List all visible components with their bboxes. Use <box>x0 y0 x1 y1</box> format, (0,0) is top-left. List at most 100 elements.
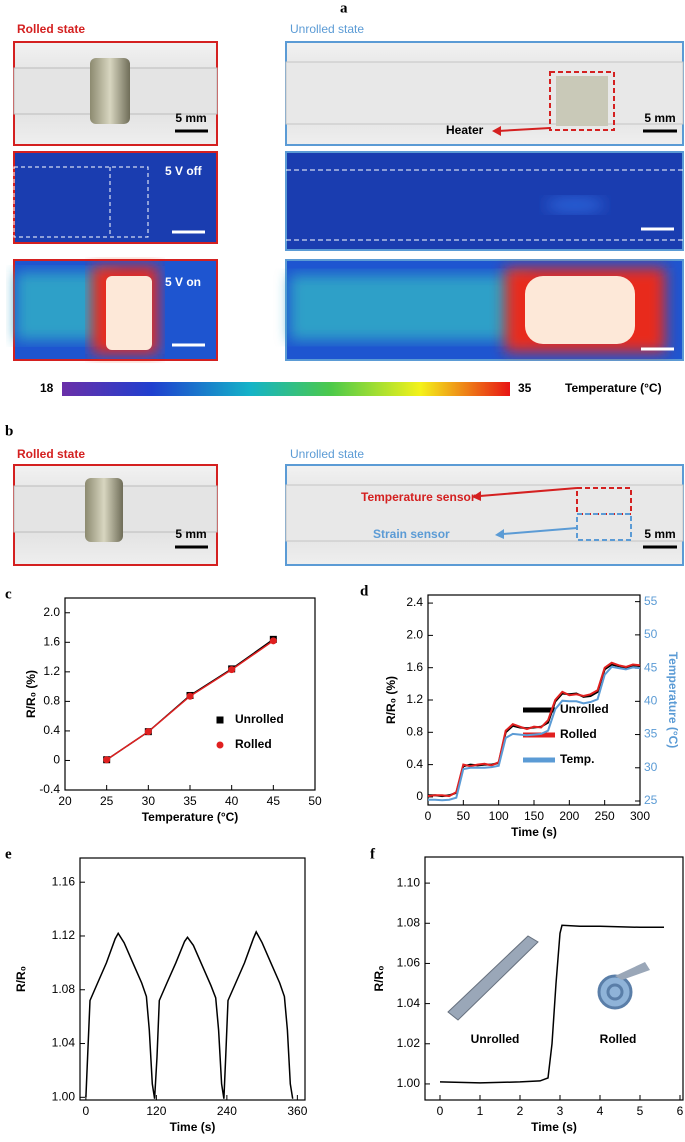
y-tick-label: 1.12 <box>52 928 76 942</box>
marker <box>186 692 194 700</box>
y-tick-label: 1.02 <box>397 1036 421 1050</box>
annotation: Unrolled <box>471 1032 520 1046</box>
x-tick-label: 0 <box>425 809 432 823</box>
plot-frame <box>79 857 306 1101</box>
rolled-illustration <box>606 983 624 1001</box>
x-tick-label: 300 <box>630 809 650 823</box>
panel-label: c <box>5 586 12 602</box>
unrolled-title: Unrolled state <box>290 447 364 461</box>
colorbar-max: 35 <box>518 381 532 395</box>
y-tick-label: 1.2 <box>43 664 60 678</box>
y2-tick-label: 55 <box>644 594 658 608</box>
x-tick-label: 4 <box>597 1104 604 1118</box>
colorbar-label: Temperature (°C) <box>565 381 662 395</box>
legend-label: Unrolled <box>560 702 609 716</box>
panel-f-inset <box>447 935 650 1021</box>
y2-tick-label: 45 <box>644 660 658 674</box>
y-axis-label: R/R₀ (%) <box>384 676 398 724</box>
x-tick-label: 25 <box>100 794 114 808</box>
scale-label: 5 mm <box>644 111 675 125</box>
heater-box <box>549 71 615 131</box>
y2-tick-label: 25 <box>644 793 658 807</box>
heatmap <box>285 151 684 251</box>
arrow-head <box>492 126 501 136</box>
x-tick-label: 200 <box>559 809 579 823</box>
panel-label: b <box>5 423 13 439</box>
scale-label: 5 mm <box>175 527 206 541</box>
y-tick-label: 0.4 <box>43 723 60 737</box>
rolled-device <box>90 58 130 124</box>
temp-sensor-label: Temperature sensor <box>361 490 476 504</box>
x-tick-label: 45 <box>267 794 281 808</box>
legend-label: Rolled <box>235 737 272 751</box>
y-tick-label: 1.04 <box>52 1036 76 1050</box>
series-line <box>428 665 641 802</box>
x-tick-label: 240 <box>217 1104 237 1118</box>
y-tick-label: 1.06 <box>397 956 421 970</box>
series-line <box>439 924 664 1084</box>
y-tick-label: 2.0 <box>406 628 423 642</box>
y-tick-label: 1.08 <box>397 915 421 929</box>
x-axis-label: Time (s) <box>531 1120 577 1134</box>
y-tick-label: 0 <box>416 789 423 803</box>
x-tick-label: 6 <box>677 1104 684 1118</box>
film <box>285 484 684 542</box>
x-tick-label: 20 <box>58 794 72 808</box>
plot-frame <box>424 856 684 1101</box>
y-tick-label: 1.10 <box>397 875 421 889</box>
y-tick-label: 1.04 <box>397 996 421 1010</box>
x-tick-label: 100 <box>489 809 509 823</box>
legend-label: Temp. <box>560 752 594 766</box>
arrow-head <box>495 529 504 539</box>
series-line <box>427 661 641 798</box>
x-tick-label: 1 <box>477 1104 484 1118</box>
on-label: 5 V on <box>165 275 201 289</box>
x-tick-label: 3 <box>557 1104 564 1118</box>
y-axis-label: R/R₀ <box>14 966 28 992</box>
y-tick-label: 1.00 <box>52 1089 76 1103</box>
colorbar <box>62 382 510 396</box>
y-tick-label: 1.00 <box>397 1076 421 1090</box>
x-tick-label: 0 <box>437 1104 444 1118</box>
x-tick-label: 0 <box>83 1104 90 1118</box>
x-tick-label: 120 <box>146 1104 166 1118</box>
arrow <box>479 487 578 497</box>
plot-frame <box>427 594 641 806</box>
x-tick-label: 35 <box>183 794 197 808</box>
unrolled-title: Unrolled state <box>290 22 364 36</box>
legend-label: Rolled <box>560 727 597 741</box>
panel-label: a <box>340 0 348 16</box>
x-tick-label: 40 <box>225 794 239 808</box>
legend-label: Unrolled <box>235 712 284 726</box>
rolled-device <box>85 478 123 542</box>
panel-label: d <box>360 583 369 599</box>
panel-a: a Rolled state Unrolled state 5 mm Heate… <box>13 0 684 396</box>
y2-tick-label: 50 <box>644 627 658 641</box>
rolled-illustration <box>597 974 633 1010</box>
off-label: 5 V off <box>165 164 203 178</box>
y2-axis-label: Temperature (°C) <box>666 652 680 749</box>
y-tick-label: 0 <box>53 753 60 767</box>
x-tick-label: 50 <box>308 794 322 808</box>
y-tick-label: 1.2 <box>406 692 423 706</box>
annotation: Rolled <box>600 1032 637 1046</box>
x-axis-label: Time (s) <box>170 1120 216 1134</box>
x-tick-label: 250 <box>595 809 615 823</box>
scale-label: 5 mm <box>175 111 206 125</box>
scale-label: 5 mm <box>644 527 675 541</box>
marker <box>269 637 277 645</box>
heat <box>106 276 152 350</box>
panel-label: e <box>5 846 12 862</box>
y-tick-label: 0.8 <box>406 724 423 738</box>
y-tick-label: 1.08 <box>52 982 76 996</box>
y2-tick-label: 30 <box>644 760 658 774</box>
y-tick-label: 2.0 <box>43 605 60 619</box>
rolled-title: Rolled state <box>17 22 85 36</box>
rolled-illustration <box>615 962 650 980</box>
panel-b: b Rolled state Unrolled state 5 mm Tempe… <box>5 423 684 566</box>
x-axis-label: Temperature (°C) <box>142 810 239 824</box>
series-line <box>85 930 294 1099</box>
arrow <box>497 127 551 132</box>
y2-tick-label: 35 <box>644 727 658 741</box>
